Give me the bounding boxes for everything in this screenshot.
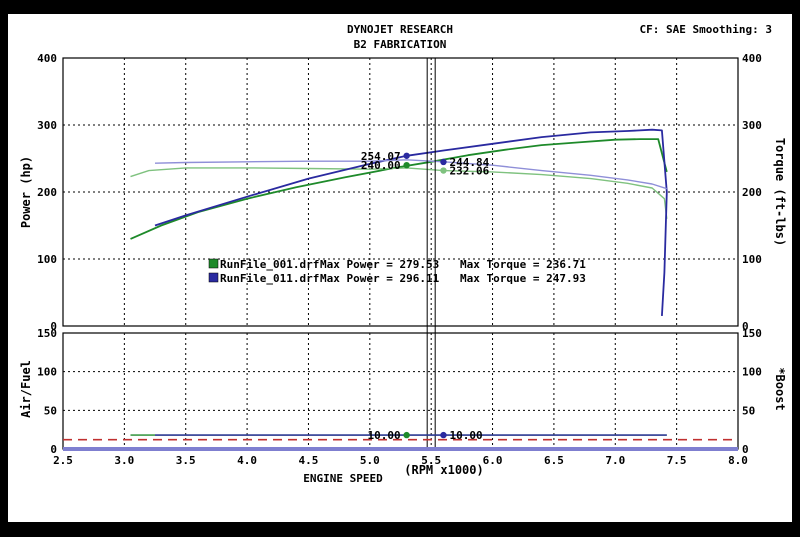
cursor-marker-label: 232.06 [449,165,489,178]
torque-tick-label: 0 [742,320,749,333]
power-tick-label: 400 [37,52,57,65]
x-tick-label: 6.5 [544,454,564,467]
cursor-marker-dot [440,167,447,174]
x-axis: 2.5 3.0 3.5 4.0 4.5 5.0 5.5 6.0 6.5 7.0 7.5 8.0 [53,454,748,467]
torque-tick-label: 300 [742,119,762,132]
cursor-marker-dot [440,431,447,439]
chart-paper [8,14,792,522]
x-tick-label: 2.5 [53,454,73,467]
x-tick-label: 4.0 [237,454,257,467]
chart-subtitle: B2 FABRICATION [354,38,447,51]
boost-tick-label: 0 [742,443,749,456]
cursor-marker-label: 254.07 [361,150,401,163]
legend: RunFile_001.drf Max Power = 279.53 Max Tor… [208,258,586,285]
legend-file: RunFile_011.drf [220,272,319,285]
x-tick-label: 7.0 [605,454,625,467]
x-tick-label: 8.0 [728,454,748,467]
power-tick-label: 300 [37,119,57,132]
legend-file: RunFile_001.drf [220,258,319,271]
series-power-line [154,128,668,316]
x-axis-label: ENGINE SPEED [303,472,383,485]
power-tick-label: 0 [50,320,57,333]
power-tick-label: 200 [37,186,57,199]
correction-settings: CF: SAE Smoothing: 3 [640,23,772,36]
legend-max-power: Max Power = 296.11 [320,272,440,285]
x-axis-unit: (RPM x1000) [404,463,483,477]
torque-tick-label: 100 [742,253,762,266]
airfuel-tick-label: 0 [50,443,57,456]
series-power-line [130,138,668,240]
x-tick-label: 3.0 [114,454,134,467]
airfuel-axis-label: Air/Fuel [19,360,33,418]
x-axis-strip [63,447,738,451]
power-tick-label: 100 [37,253,57,266]
cursor-marker-label: 244.84 [449,156,489,169]
torque-tick-label: 400 [742,52,762,65]
torque-tick-label: 200 [742,186,762,199]
torque-axis-label: Torque (ft-lbs) [773,138,787,246]
airfuel-tick-label: 150 [37,327,57,340]
cursor-marker-label: 10.00 [368,429,401,442]
x-tick-label: 5.5 [421,454,441,467]
legend-swatch [208,258,219,269]
x-tick-label: 3.5 [176,454,196,467]
cursor-marker-label: 240.00 [361,159,401,172]
x-tick-label: 5.0 [360,454,380,467]
cursor-marker-dot [403,152,410,159]
cursor-marker-dot [403,162,410,169]
boost-axis-label: *Boost [773,367,787,410]
legend-swatch [208,272,219,283]
airfuel-tick-label: 100 [37,366,57,379]
x-tick-label: 7.5 [667,454,687,467]
legend-max-torque: Max Torque = 247.93 [460,272,586,285]
x-tick-label: 4.5 [299,454,319,467]
boost-tick-label: 50 [742,404,755,417]
airfuel-boost-panel: 0 50 100 150 0 50 100 150 10.00 10.00 [37,327,762,456]
power-axis-label: Power (hp) [19,156,33,228]
legend-max-torque: Max Torque = 236.71 [460,258,586,271]
cursor-marker-dot [440,158,447,166]
x-tick-label: 6.0 [483,454,503,467]
cursor-marker-dot [403,431,410,439]
legend-max-power: Max Power = 279.53 [320,258,439,271]
airfuel-tick-label: 50 [44,404,57,417]
boost-tick-label: 100 [742,366,762,379]
boost-tick-label: 150 [742,327,762,340]
chart-title: DYNOJET RESEARCH [347,23,453,36]
cursor-marker-label: 10.00 [449,429,482,442]
